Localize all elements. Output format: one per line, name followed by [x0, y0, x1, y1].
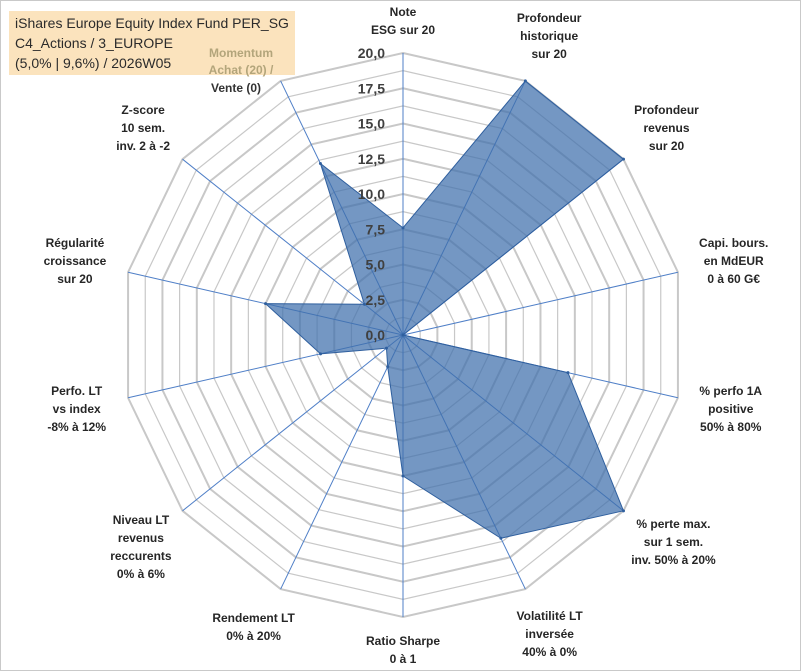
axis-label-line: Perfo. LT [51, 383, 103, 398]
axis-label-line: Profondeur [516, 10, 582, 25]
data-point-11 [264, 302, 268, 306]
axis-label-line: Régularité [45, 236, 105, 251]
axis-label-line: positive [708, 401, 754, 416]
data-point-1 [523, 79, 527, 83]
data-point-13 [318, 162, 322, 166]
axis-label-line: revenus [117, 531, 164, 546]
axis-label-3: Capi. bours. en MdEUR 0 à 60 G€ [699, 234, 768, 288]
tick-label: 15,0 [358, 116, 385, 132]
axis-label-line: sur 20 [531, 46, 567, 61]
momentum-line-2: Achat (20) / [208, 63, 274, 77]
axis-label-line: sur 1 sem. [643, 535, 704, 550]
momentum-label: Momentum Achat (20) / [181, 45, 301, 79]
data-point-7 [401, 474, 405, 478]
tick-label: 0,0 [366, 327, 386, 343]
spoke-9 [182, 334, 404, 512]
axis-label-1: Profondeur historique sur 20 [517, 9, 582, 63]
axis-label-line: sur 20 [648, 138, 685, 153]
axis-label-line: % perfo 1A [699, 383, 763, 398]
title-line-2: C4_Actions / 3_EUROPE [15, 35, 173, 51]
data-point-0 [401, 226, 405, 230]
data-point-10 [319, 352, 323, 356]
data-area [264, 80, 625, 539]
tick-label: 10,0 [358, 186, 385, 202]
axis-label-line: en MdEUR [703, 254, 764, 269]
axis-label-line: inv. 50% à 20% [631, 553, 716, 568]
tick-label: 12,5 [358, 151, 385, 167]
axis-label-8: Rendement LT 0% à 20% [212, 609, 294, 645]
title-line-1: iShares Europe Equity Index Fund PER_SG [15, 15, 289, 31]
axis-label-line: Capi. bours. [699, 236, 769, 251]
axis-label-4: % perfo 1A positive 50% à 80% [699, 382, 762, 436]
tick-label: 2,5 [366, 292, 386, 308]
axis-label-line: Niveau LT [112, 513, 170, 528]
axis-label-line: 0% à 6% [116, 567, 165, 582]
data-point-4 [566, 371, 570, 375]
axis-label-line: historique [520, 28, 579, 43]
spoke-8 [280, 334, 404, 590]
axis-label-6: Volatilité LT inversée 40% à 0% [517, 607, 583, 661]
vente-label: Vente (0) [210, 81, 261, 95]
axis-label-line: Z-score [121, 102, 165, 117]
data-point-8 [386, 365, 390, 369]
tick-label: 7,5 [366, 221, 386, 237]
axis-label-0: Note ESG sur 20 [371, 3, 435, 39]
spoke-3 [402, 271, 679, 336]
axis-label-line: Volatilité LT [516, 609, 583, 624]
axis-label-9: Niveau LT revenus reccurents 0% à 6% [110, 511, 171, 583]
axis-label-line: reccurents [110, 549, 172, 564]
axis-label-7: Ratio Sharpe 0 à 1 [366, 632, 440, 668]
axis-label-11: Régularité croissance sur 20 [44, 234, 107, 288]
tick-label: 17,5 [358, 80, 385, 96]
axis-label-line: 40% à 0% [522, 645, 577, 660]
data-point-6 [499, 536, 503, 540]
data-point-3 [401, 333, 405, 337]
axis-label-line: revenus [643, 120, 690, 135]
axis-label-line: 0 à 1 [389, 652, 417, 666]
title-line-3: (5,0% | 9,6%) / 2026W05 [15, 55, 172, 71]
axis-label-line: 50% à 80% [700, 419, 762, 434]
data-point-2 [621, 157, 625, 161]
axis-label-line: inv. 2 à -2 [116, 138, 170, 153]
data-point-9 [384, 346, 388, 350]
axis-label-5: % perte max. sur 1 sem. inv. 50% à 20% [631, 515, 716, 569]
axis-label-line: 0 à 60 G€ [707, 272, 761, 287]
axis-label-line: -8% à 12% [47, 419, 107, 434]
axis-label-12: Z-score 10 sem. inv. 2 à -2 [116, 101, 170, 155]
tick-label: 20,0 [358, 45, 385, 61]
tick-label: 5,0 [366, 257, 386, 273]
data-point-5 [621, 509, 625, 513]
axis-label-line: Rendement LT [212, 611, 295, 626]
axis-label-line: ESG sur 20 [371, 23, 436, 37]
axis-label-line: 0% à 20% [226, 629, 281, 644]
axis-label-2: Profondeur revenus sur 20 [634, 101, 699, 155]
data-point-12 [362, 302, 366, 306]
axis-label-line: 10 sem. [121, 120, 166, 135]
axis-label-line: vs index [52, 401, 101, 416]
axis-label-line: % perte max. [636, 517, 711, 532]
axis-label-line: sur 20 [57, 272, 93, 287]
axis-label-line: Profondeur [634, 102, 699, 117]
axis-label-10: Perfo. LT vs index -8% à 12% [47, 382, 106, 436]
axis-label-line: inversée [525, 627, 574, 642]
axis-label-line: Ratio Sharpe [366, 634, 441, 648]
momentum-line-1: Momentum [209, 46, 273, 60]
title-box: iShares Europe Equity Index Fund PER_SG … [9, 11, 295, 75]
axis-label-line: Note [389, 5, 417, 19]
axis-label-line: croissance [43, 254, 107, 269]
